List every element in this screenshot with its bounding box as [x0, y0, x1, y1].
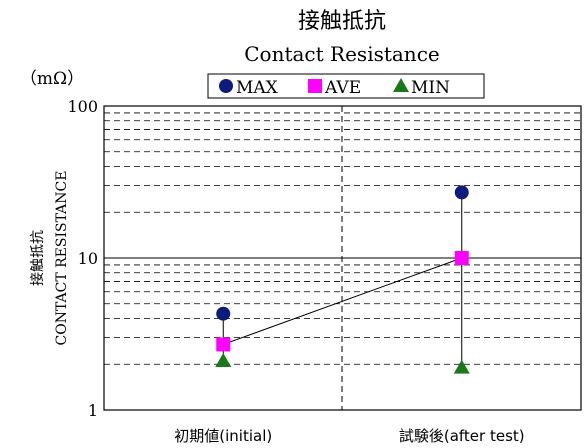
series-line-ave: [223, 257, 462, 345]
legend-label-max: MAX: [236, 78, 279, 98]
point-max: [216, 306, 231, 321]
y-tick-label: 10: [78, 249, 98, 268]
x-axis-ticks: 初期値(initial) 試験後(after test): [174, 427, 524, 445]
x-tick-label: 初期値(initial): [174, 427, 272, 445]
point-min: [453, 359, 470, 374]
y-axis-label-jp: 接触抵抗: [29, 230, 46, 286]
average-trend-line: [223, 257, 462, 345]
legend-label-ave: AVE: [324, 78, 361, 98]
point-max: [454, 185, 469, 200]
point-ave: [454, 251, 469, 265]
y-tick-label: 100: [67, 97, 98, 116]
y-axis-unit-label: （mΩ）: [20, 69, 84, 89]
legend-marker-min: [393, 78, 409, 92]
data-markers: [215, 185, 470, 374]
legend-box: [207, 73, 485, 99]
chart-subtitle: Contact Resistance: [244, 42, 439, 66]
point-min: [215, 353, 232, 368]
legend-label-min: MIN: [411, 78, 450, 98]
y-tick-label: 1: [88, 401, 98, 420]
legend: MAX AVE MIN: [207, 73, 485, 99]
y-axis-label-en: CONTACT RESISTANCE: [54, 171, 70, 346]
legend-marker-max: [219, 79, 233, 93]
legend-marker-ave: [308, 79, 322, 93]
point-ave: [216, 337, 231, 352]
chart-title: 接触抵抗: [298, 9, 386, 34]
y-axis-ticks: 1 10 100: [67, 97, 98, 420]
x-tick-label: 試験後(after test): [399, 427, 525, 445]
